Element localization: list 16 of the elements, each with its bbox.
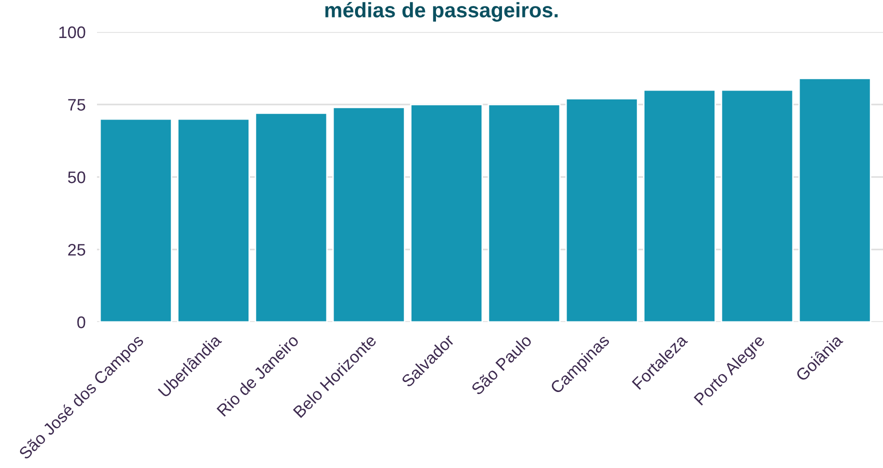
bar [332,106,406,322]
y-tick-label: 100 [59,26,86,38]
bar [565,98,638,322]
chart-title: médias de passageiros. [325,2,558,22]
bar [99,118,172,322]
bar [254,112,328,322]
bar [177,118,250,322]
bar [798,78,872,322]
y-tick-label: 0 [77,316,86,328]
y-tick-label: 50 [68,171,86,184]
bar [488,104,561,322]
y-tick-label: 25 [68,244,86,256]
bar [643,89,716,322]
bar [410,104,483,322]
y-tick-label: 75 [68,99,86,111]
bar [720,89,794,322]
